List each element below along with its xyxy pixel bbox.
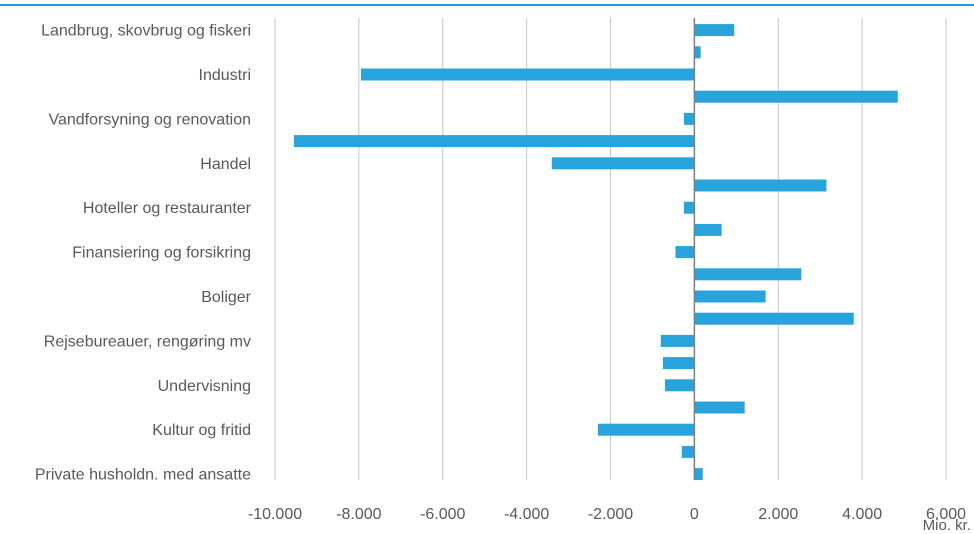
bar (675, 246, 695, 259)
bar (694, 223, 722, 236)
bar (694, 312, 854, 325)
top-rule (0, 4, 974, 6)
bar (551, 157, 695, 170)
category-label: Handel (200, 156, 251, 173)
category-label: Private husholdn. med ansatte (35, 467, 251, 484)
bar (694, 90, 898, 103)
bar (694, 468, 703, 481)
bar (683, 112, 695, 125)
unit-label: Mio. kr. (923, 517, 971, 534)
x-tick-labels: -10.000 -8.000 -6.000 -4.000 -2.000 0 2.000 4.0… (248, 506, 966, 523)
x-tick-label: -10.000 (248, 506, 302, 523)
x-tick-label: 6.000 (926, 506, 966, 523)
bar (681, 445, 695, 458)
bar (694, 401, 745, 414)
bars (293, 24, 898, 481)
category-label: Rejsebureauer, rengøring mv (44, 333, 251, 350)
bar (360, 68, 695, 81)
x-tick-label: -4.000 (504, 506, 549, 523)
x-tick-label: -6.000 (420, 506, 465, 523)
category-label: Vandforsyning og renovation (48, 111, 251, 128)
x-tick-label: -8.000 (336, 506, 381, 523)
bar (694, 179, 827, 192)
category-label: Finansiering og forsikring (72, 245, 251, 262)
grid-lines (274, 18, 947, 480)
bar (694, 24, 735, 37)
category-label: Industri (199, 67, 251, 84)
x-tick-label: 2.000 (758, 506, 798, 523)
x-tick-label: -2.000 (588, 506, 633, 523)
bar (683, 201, 695, 214)
category-label: Undervisning (158, 378, 251, 395)
category-label: Boliger (201, 289, 251, 306)
bar (662, 357, 695, 370)
bar (597, 423, 695, 436)
category-label: Hoteller og restauranter (83, 200, 252, 217)
bar (694, 268, 802, 281)
bar (660, 334, 695, 347)
category-label: Kultur og fritid (152, 422, 251, 439)
bar (293, 135, 695, 148)
x-tick-label: 0 (690, 506, 699, 523)
x-tick-label: 4.000 (842, 506, 882, 523)
bar (694, 46, 701, 59)
bar (694, 290, 766, 303)
category-label: Landbrug, skovbrug og fiskeri (41, 23, 251, 40)
bar (665, 379, 695, 392)
category-labels: Landbrug, skovbrug og fiskeri Industri Van… (35, 23, 252, 484)
